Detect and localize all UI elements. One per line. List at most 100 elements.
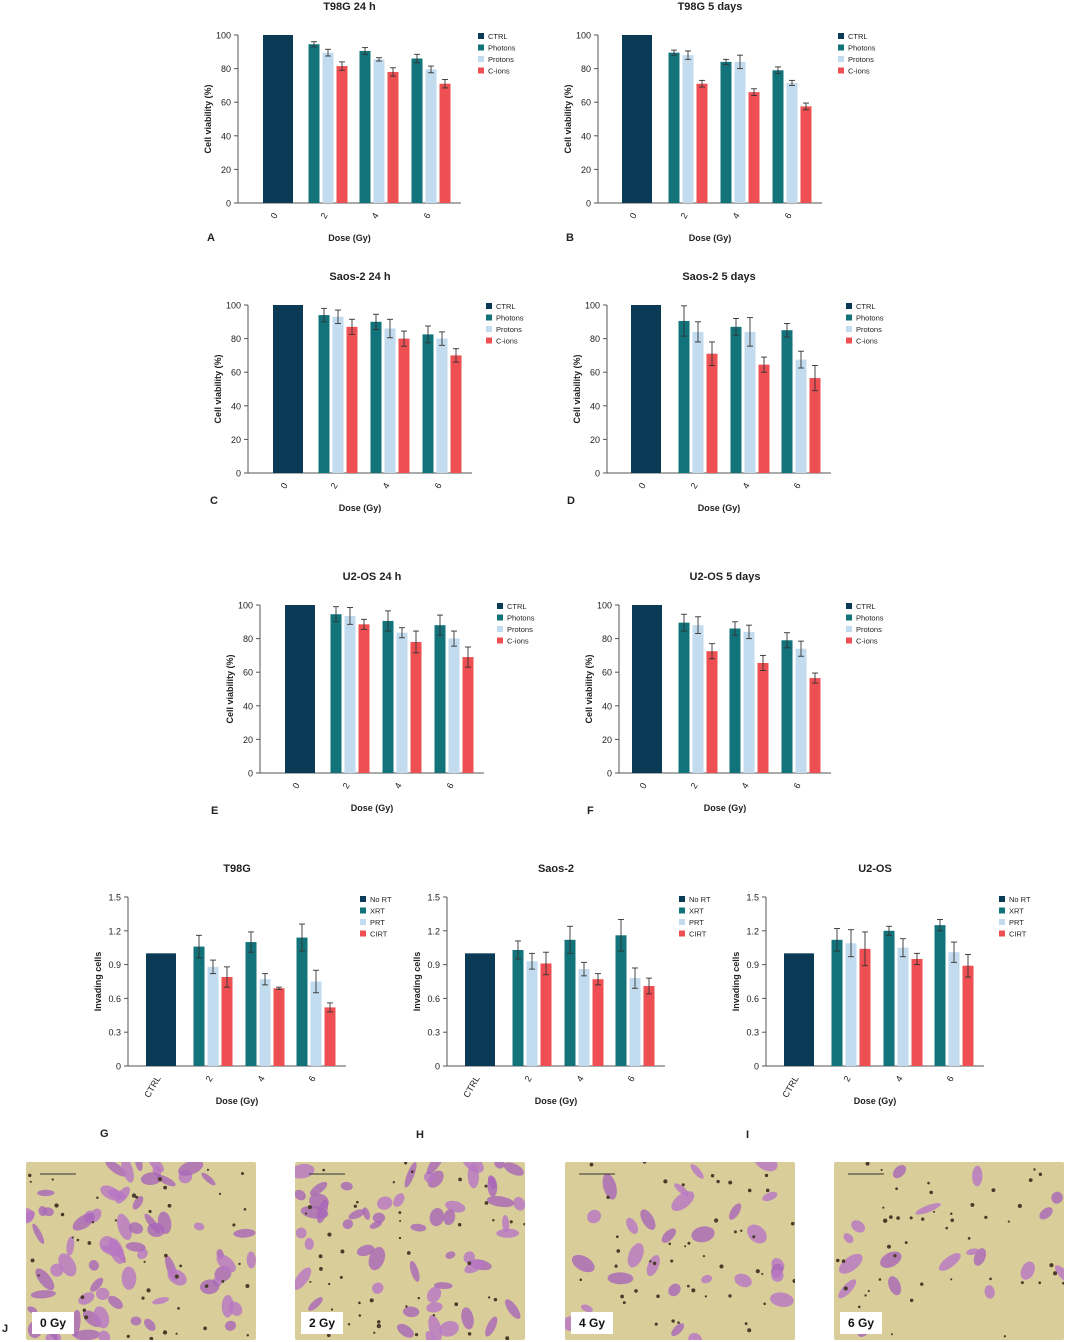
stained-cell — [377, 1196, 393, 1210]
y-axis-label: Invading cells — [731, 952, 741, 1012]
bar — [744, 331, 756, 473]
bar — [359, 50, 371, 204]
y-tick-label: 0 — [248, 769, 253, 779]
bar — [434, 625, 446, 773]
stained-cell — [342, 1219, 354, 1230]
legend-swatch — [679, 919, 685, 925]
chart-title: U2-OS 24 h — [343, 571, 402, 583]
stained-cell — [108, 1237, 125, 1264]
stained-cell — [462, 1162, 484, 1173]
legend-swatch — [846, 337, 852, 344]
bar — [734, 61, 746, 203]
bar — [221, 976, 233, 1066]
chart-title: T98G 24 h — [323, 1, 376, 13]
legend-swatch — [478, 67, 484, 74]
panel-letter: F — [587, 805, 594, 817]
x-axis-label: Dose (Gy) — [351, 803, 394, 813]
legend-label: PRT — [370, 918, 385, 927]
micrograph-cells — [295, 1162, 525, 1340]
membrane-pore — [410, 1170, 414, 1174]
stained-cell — [502, 1214, 510, 1233]
membrane-pore — [656, 1294, 660, 1299]
membrane-pore — [1017, 1203, 1022, 1209]
legend-swatch — [846, 326, 852, 332]
legend-label: CTRL — [496, 302, 516, 311]
stained-cell — [426, 1302, 443, 1313]
y-tick-label: 0.9 — [427, 960, 440, 970]
bar — [358, 624, 370, 773]
legend-label: CTRL — [856, 602, 876, 611]
membrane-pore — [670, 1259, 674, 1263]
membrane-pore — [654, 1322, 658, 1326]
membrane-pore — [326, 1333, 331, 1338]
x-tick-label: 4 — [393, 781, 404, 790]
stained-cell — [503, 1162, 524, 1176]
chart-panel-i: U2-OS 0 0.3 0.6 0.9 1.2 1.5 Invading cells CTRL 2… — [731, 863, 1031, 1141]
bar — [831, 939, 843, 1066]
bar — [324, 1007, 336, 1066]
stained-cell — [93, 1306, 110, 1329]
legend-label: Photons — [856, 314, 884, 323]
legend-swatch — [486, 337, 492, 344]
membrane-pore — [615, 1235, 619, 1239]
stained-cell — [487, 1176, 498, 1197]
legend-swatch — [846, 303, 852, 309]
stained-cell — [32, 1223, 45, 1244]
membrane-pore — [677, 1321, 680, 1324]
bar — [845, 943, 857, 1066]
stained-cell — [116, 1213, 132, 1241]
stained-cell — [571, 1254, 595, 1273]
panel-letter: B — [566, 232, 574, 244]
membrane-pore — [458, 1177, 462, 1182]
panel-letter: I — [746, 1129, 749, 1141]
stained-cell — [295, 1163, 315, 1179]
membrane-pore — [221, 1280, 225, 1283]
bar — [450, 355, 462, 473]
legend-label: Photons — [507, 614, 535, 623]
membrane-pore — [989, 1277, 992, 1281]
membrane-pore — [369, 1298, 374, 1303]
y-tick-label: 1.5 — [746, 893, 759, 903]
y-tick-label: 0.9 — [108, 960, 121, 970]
x-tick-label: 0 — [628, 211, 639, 220]
stained-cell — [393, 1193, 405, 1207]
membrane-pore — [163, 1185, 168, 1190]
chart-title: T98G — [223, 863, 251, 875]
x-tick-label: 2 — [689, 781, 700, 790]
membrane-pore — [126, 1334, 130, 1338]
legend-swatch — [846, 626, 852, 632]
y-tick-label: 1.5 — [108, 893, 121, 903]
membrane-pore — [523, 1222, 525, 1226]
membrane-pore — [484, 1201, 489, 1205]
y-tick-label: 60 — [231, 368, 241, 378]
stained-cell — [640, 1209, 656, 1230]
y-axis-label: Invading cells — [93, 952, 103, 1012]
bar — [720, 61, 732, 203]
x-tick-label: 4 — [740, 781, 751, 790]
y-tick-label: 1.5 — [427, 893, 440, 903]
membrane-pore — [755, 1269, 760, 1274]
y-axis-label: Cell viability (%) — [584, 654, 594, 723]
x-tick-label: 6 — [307, 1074, 318, 1083]
legend-swatch — [999, 907, 1005, 914]
membrane-pore — [843, 1286, 848, 1291]
x-tick-label: 2 — [319, 211, 330, 220]
x-tick-label: 4 — [381, 481, 392, 490]
x-tick-label: 6 — [445, 781, 456, 790]
legend-swatch — [360, 930, 366, 937]
stained-cell — [105, 1162, 127, 1177]
membrane-pore — [206, 1168, 210, 1171]
y-tick-label: 40 — [231, 401, 241, 411]
y-tick-label: 0.3 — [427, 1028, 440, 1038]
x-tick-label: 4 — [256, 1074, 267, 1083]
y-tick-label: 0.6 — [746, 994, 759, 1004]
y-tick-label: 40 — [602, 701, 612, 711]
stained-cell — [888, 1276, 902, 1296]
membrane-pore — [668, 1242, 671, 1246]
membrane-pore — [51, 1178, 54, 1181]
stained-cell — [73, 1329, 101, 1340]
stained-cell — [691, 1226, 715, 1243]
stained-cell — [201, 1172, 216, 1186]
